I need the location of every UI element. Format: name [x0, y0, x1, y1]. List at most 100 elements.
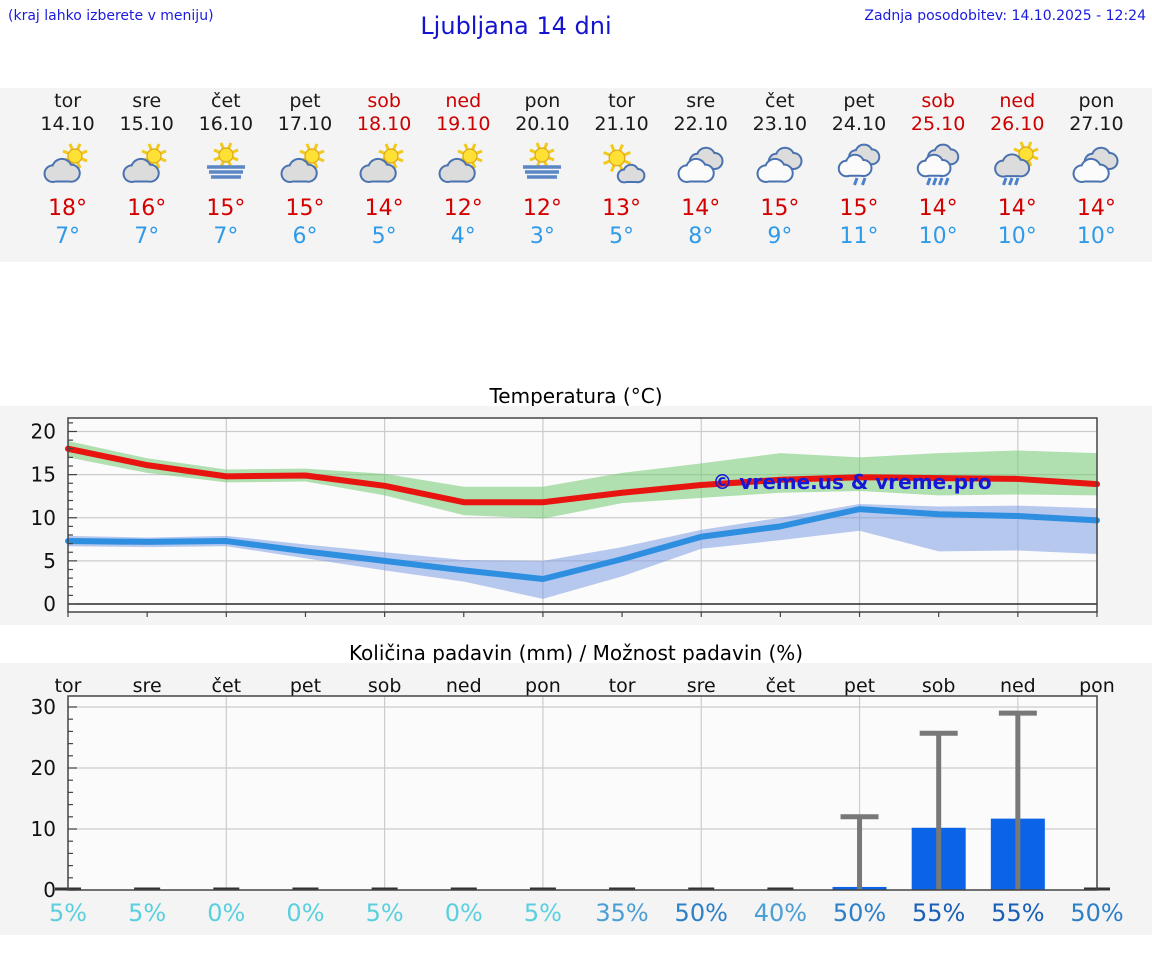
day-date: 17.10 — [277, 113, 333, 135]
high-temp: 14° — [918, 196, 958, 221]
page-title: Ljubljana 14 dni — [420, 12, 612, 40]
svg-text:pet: pet — [290, 675, 321, 697]
day-name: čet — [765, 90, 795, 112]
day-column-27.10[interactable]: pon 27.10 14° 10° — [1057, 90, 1136, 252]
svg-text:20: 20 — [31, 420, 56, 444]
svg-text:5%: 5% — [49, 899, 87, 927]
svg-text:5%: 5% — [128, 899, 166, 927]
zero-precip-tick — [292, 887, 319, 891]
low-temp: 6° — [292, 224, 318, 249]
day-column-26.10[interactable]: ned 26.10 14° 10° — [978, 90, 1057, 252]
svg-text:tor: tor — [55, 675, 82, 697]
svg-text:35%: 35% — [595, 899, 648, 927]
svg-text:pon: pon — [525, 675, 561, 697]
svg-text:ned: ned — [446, 675, 482, 697]
low-temp: 3° — [529, 224, 555, 249]
svg-text:5%: 5% — [366, 899, 404, 927]
svg-text:20: 20 — [31, 756, 56, 780]
day-date: 27.10 — [1069, 113, 1124, 135]
svg-text:5%: 5% — [524, 899, 562, 927]
low-temp: 10° — [1076, 224, 1116, 249]
zero-precip-tick — [767, 887, 794, 891]
zero-precip-tick — [609, 887, 636, 891]
low-temp: 7° — [55, 224, 81, 249]
svg-text:tor: tor — [609, 675, 636, 697]
low-temp: 4° — [450, 224, 476, 249]
high-temp: 15° — [206, 196, 246, 221]
svg-text:10: 10 — [31, 817, 56, 841]
day-column-25.10[interactable]: sob 25.10 14° 10° — [899, 90, 978, 252]
low-temp: 5° — [609, 224, 635, 249]
svg-text:ned: ned — [1000, 675, 1036, 697]
forecast-day-strip: tor 14.10 18° 7° sre 15.10 16° 7° čet 16.10 15° 7° p… — [28, 90, 1136, 252]
low-temp: 9° — [767, 224, 793, 249]
max-range-band — [68, 440, 1097, 519]
high-temp: 15° — [839, 196, 879, 221]
day-date: 23.10 — [752, 113, 808, 135]
sun-cloud-rain-icon — [991, 141, 1043, 187]
day-name: sob — [367, 90, 401, 112]
day-column-17.10[interactable]: pet 17.10 15° 6° — [265, 90, 344, 252]
low-temp: 7° — [213, 224, 239, 249]
day-date: 18.10 — [356, 113, 412, 135]
day-column-19.10[interactable]: ned 19.10 12° 4° — [424, 90, 503, 252]
high-temp: 12° — [443, 196, 483, 221]
day-column-16.10[interactable]: čet 16.10 15° 7° — [186, 90, 265, 252]
svg-text:sob: sob — [922, 675, 956, 697]
high-temp: 14° — [1076, 196, 1116, 221]
day-column-15.10[interactable]: sre 15.10 16° 7° — [107, 90, 186, 252]
fog-sun-icon — [200, 141, 252, 187]
day-name: pet — [843, 90, 875, 112]
high-temp: 13° — [602, 196, 642, 221]
day-column-24.10[interactable]: pet 24.10 15° 11° — [819, 90, 898, 252]
min-temperature-line — [65, 506, 1100, 582]
clouds-icon — [754, 141, 806, 187]
svg-text:0%: 0% — [207, 899, 245, 927]
day-name: čet — [211, 90, 241, 112]
svg-text:0: 0 — [43, 878, 56, 902]
svg-text:čet: čet — [212, 675, 242, 697]
day-name: ned — [445, 90, 482, 112]
high-temp: 14° — [997, 196, 1037, 221]
day-column-20.10[interactable]: pon 20.10 12° 3° — [503, 90, 582, 252]
svg-text:0: 0 — [43, 592, 56, 616]
high-temp: 15° — [285, 196, 325, 221]
day-column-21.10[interactable]: tor 21.10 13° 5° — [582, 90, 661, 252]
temperature-chart-title: Temperatura (°C) — [489, 384, 663, 408]
day-name: pon — [1078, 90, 1115, 112]
day-name: sre — [686, 90, 716, 112]
day-date: 15.10 — [119, 113, 174, 135]
sun-cloud-icon — [358, 141, 410, 187]
svg-text:55%: 55% — [912, 899, 965, 927]
svg-text:0%: 0% — [445, 899, 483, 927]
low-temp: 8° — [688, 224, 714, 249]
sun-cloud-icon — [437, 141, 489, 187]
precipitation-chart-title: Količina padavin (mm) / Možnost padavin … — [348, 641, 804, 665]
day-name: tor — [608, 90, 636, 112]
svg-text:10: 10 — [31, 506, 56, 530]
location-menu-hint: (kraj lahko izberete v meniju) — [8, 8, 214, 24]
day-column-22.10[interactable]: sre 22.10 14° 8° — [661, 90, 740, 252]
zero-precip-tick — [371, 887, 398, 891]
zero-precip-tick — [134, 887, 161, 891]
day-column-23.10[interactable]: čet 23.10 15° 9° — [740, 90, 819, 252]
day-column-14.10[interactable]: tor 14.10 18° 7° — [28, 90, 107, 252]
day-column-18.10[interactable]: sob 18.10 14° 5° — [345, 90, 424, 252]
svg-text:50%: 50% — [1070, 899, 1123, 927]
high-temp: 16° — [127, 196, 167, 221]
clouds-rain-icon — [912, 141, 964, 187]
high-temp: 15° — [760, 196, 800, 221]
low-temp: 10° — [997, 224, 1037, 249]
day-name: sob — [921, 90, 955, 112]
temperature-chart: 0 5 10 15 20 © vreme.us & vreme.pro — [31, 417, 1100, 617]
zero-precip-tick — [688, 887, 715, 891]
day-date: 16.10 — [198, 113, 254, 135]
day-name: pet — [289, 90, 321, 112]
svg-text:© vreme.us & vreme.pro: © vreme.us & vreme.pro — [712, 470, 991, 494]
clouds-icon — [1070, 141, 1122, 187]
precipitation-chart: tor sre čet pet sob ned pon tor sre čet pet sob ned p… — [31, 675, 1124, 927]
clouds-rain-light-icon — [833, 141, 885, 187]
sun-cloud-icon — [42, 141, 94, 187]
low-temp: 7° — [134, 224, 160, 249]
